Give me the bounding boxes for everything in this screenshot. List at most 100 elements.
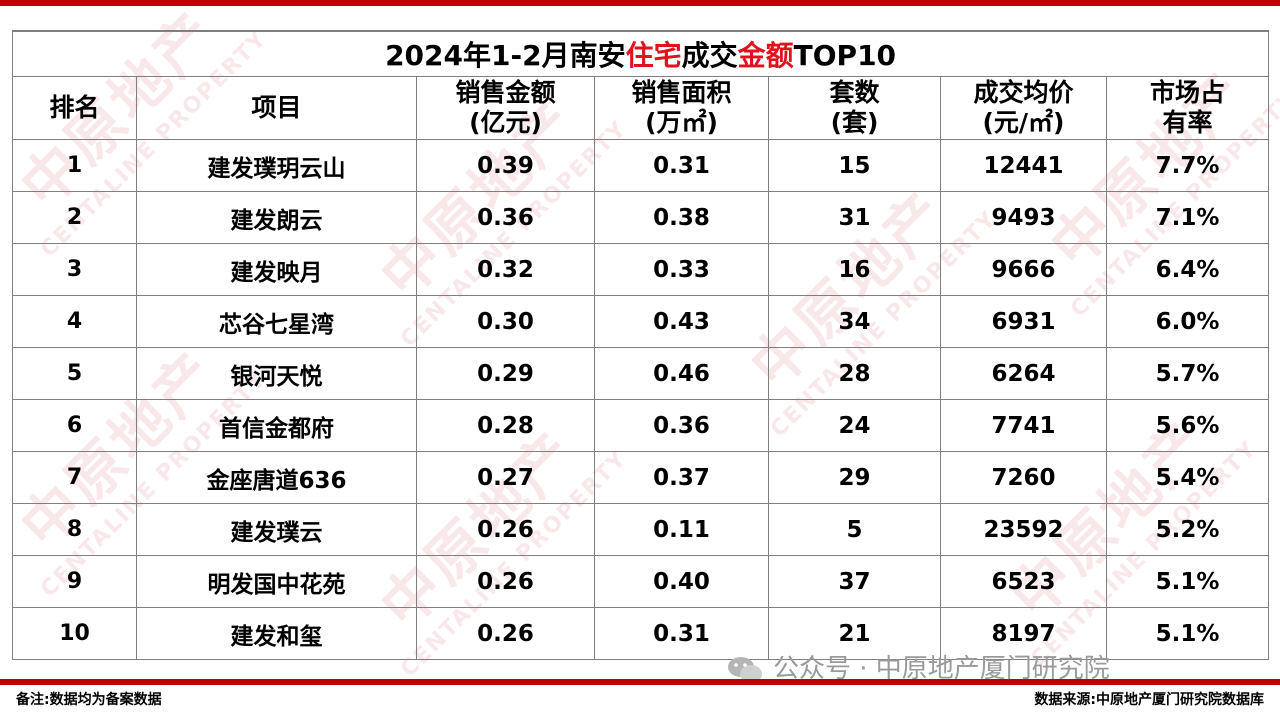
table-cell: 0.32 [416,243,595,296]
table-cell: 金座唐道636 [136,451,417,504]
table-row: 10 建发和玺 0.26 0.31 21 8197 5.1% [12,607,1270,660]
table-cell: 24 [768,399,941,452]
column-header: 套数 (套) [768,76,941,140]
table-cell: 12441 [940,139,1107,192]
table-cell: 34 [768,295,941,348]
table-cell: 3 [12,243,137,296]
table-cell: 6523 [940,555,1107,608]
column-header-line: 项目 [251,93,302,122]
column-header: 市场占 有率 [1105,76,1270,140]
table-cell: 0.29 [416,347,595,400]
table-cell: 0.36 [416,191,595,244]
table-cell: 0.28 [416,399,595,452]
table-cell: 6931 [940,295,1107,348]
table-cell: 5 [768,503,941,556]
ranking-table: 2024年1-2月南安住宅成交金额TOP10 排名 项目 销售金额 (亿元) 销售面积(… [11,30,1270,660]
table-cell: 28 [768,347,941,400]
table-row: 4 芯谷七星湾 0.30 0.43 34 6931 6.0% [12,295,1270,348]
table-cell: 6.0% [1105,295,1270,348]
table-title: 2024年1-2月南安住宅成交金额TOP10 [11,30,1270,77]
table-row: 6 首信金都府 0.28 0.36 24 7741 5.6% [12,399,1270,452]
table-cell: 建发映月 [136,243,417,296]
table-row: 1 建发璞玥云山 0.39 0.31 15 12441 7.7% [12,139,1270,192]
table-cell: 建发和玺 [136,607,417,660]
table-cell: 31 [768,191,941,244]
column-header-line: 套数 [829,78,880,107]
table-cell: 0.31 [594,607,769,660]
table-cell: 0.26 [416,555,595,608]
title-row: 2024年1-2月南安住宅成交金额TOP10 [11,30,1270,77]
table-cell: 7260 [940,451,1107,504]
table-cell: 0.26 [416,503,595,556]
column-header-line: 有率 [1162,108,1213,137]
header-row: 排名 项目 销售金额 (亿元) 销售面积 (万㎡) 套数 (套) 成交均价 (元/㎡) 市场占 有率 [12,76,1270,140]
column-header-line: 销售面积 [631,78,732,107]
table-cell: 0.38 [594,191,769,244]
table-cell: 5.4% [1105,451,1270,504]
table-row: 8 建发璞云 0.26 0.11 5 23592 5.2% [12,503,1270,556]
table-cell: 明发国中花苑 [136,555,417,608]
table-cell: 0.27 [416,451,595,504]
table-cell: 5.7% [1105,347,1270,400]
table-cell: 6264 [940,347,1107,400]
column-header: 销售金额 (亿元) [416,76,595,140]
table-cell: 0.11 [594,503,769,556]
table-cell: 23592 [940,503,1107,556]
table-cell: 8197 [940,607,1107,660]
table-row: 9 明发国中花苑 0.26 0.40 37 6523 5.1% [12,555,1270,608]
table-cell: 21 [768,607,941,660]
title-part: 2024年1-2月南安 [385,39,626,72]
table-cell: 1 [12,139,137,192]
table-cell: 9493 [940,191,1107,244]
footer: 备注:数据均为备案数据 数据来源:中原地产厦门研究院数据库 [0,687,1280,711]
table-cell: 9 [12,555,137,608]
table-row: 5 银河天悦 0.29 0.46 28 6264 5.7% [12,347,1270,400]
column-header-line: (元/㎡) [982,108,1065,137]
bottom-red-rule [0,679,1280,685]
column-header-line: 成交均价 [973,78,1074,107]
table-cell: 0.39 [416,139,595,192]
table-cell: 7.1% [1105,191,1270,244]
wechat-icon [727,655,763,685]
table-cell: 7741 [940,399,1107,452]
column-header: 排名 [12,76,137,140]
column-header-line: 销售金额 [455,78,556,107]
table-cell: 5.1% [1105,555,1270,608]
title-part: TOP10 [793,39,897,72]
table-cell: 5.2% [1105,503,1270,556]
table-cell: 建发朗云 [136,191,417,244]
table-cell: 8 [12,503,137,556]
table-row: 7 金座唐道636 0.27 0.37 29 7260 5.4% [12,451,1270,504]
table-cell: 0.31 [594,139,769,192]
title-highlight: 金额 [737,39,794,72]
column-header-line: (套) [830,108,879,137]
table-cell: 2 [12,191,137,244]
table-cell: 5.1% [1105,607,1270,660]
table-row: 2 建发朗云 0.36 0.38 31 9493 7.1% [12,191,1270,244]
table-cell: 5.6% [1105,399,1270,452]
title-highlight: 住宅 [625,39,682,72]
column-header: 销售面积 (万㎡) [594,76,769,140]
table-cell: 建发璞玥云山 [136,139,417,192]
table-cell: 0.37 [594,451,769,504]
table-cell: 银河天悦 [136,347,417,400]
table-cell: 7.7% [1105,139,1270,192]
table-cell: 9666 [940,243,1107,296]
table-cell: 建发璞云 [136,503,417,556]
column-header: 成交均价 (元/㎡) [940,76,1107,140]
table-cell: 37 [768,555,941,608]
table-row: 3 建发映月 0.32 0.33 16 9666 6.4% [12,243,1270,296]
table-body: 1 建发璞玥云山 0.39 0.31 15 12441 7.7% 2 建发朗云 0.36 0.38 3… [12,139,1270,660]
table-cell: 0.30 [416,295,595,348]
table-cell: 7 [12,451,137,504]
table-cell: 10 [12,607,137,660]
column-header-line: 市场占 [1150,78,1226,107]
column-header-line: (亿元) [469,108,542,137]
table-cell: 16 [768,243,941,296]
table-cell: 6 [12,399,137,452]
column-header: 项目 [136,76,417,140]
table-cell: 0.36 [594,399,769,452]
table-cell: 芯谷七星湾 [136,295,417,348]
top-red-rule [0,0,1280,6]
table-cell: 5 [12,347,137,400]
